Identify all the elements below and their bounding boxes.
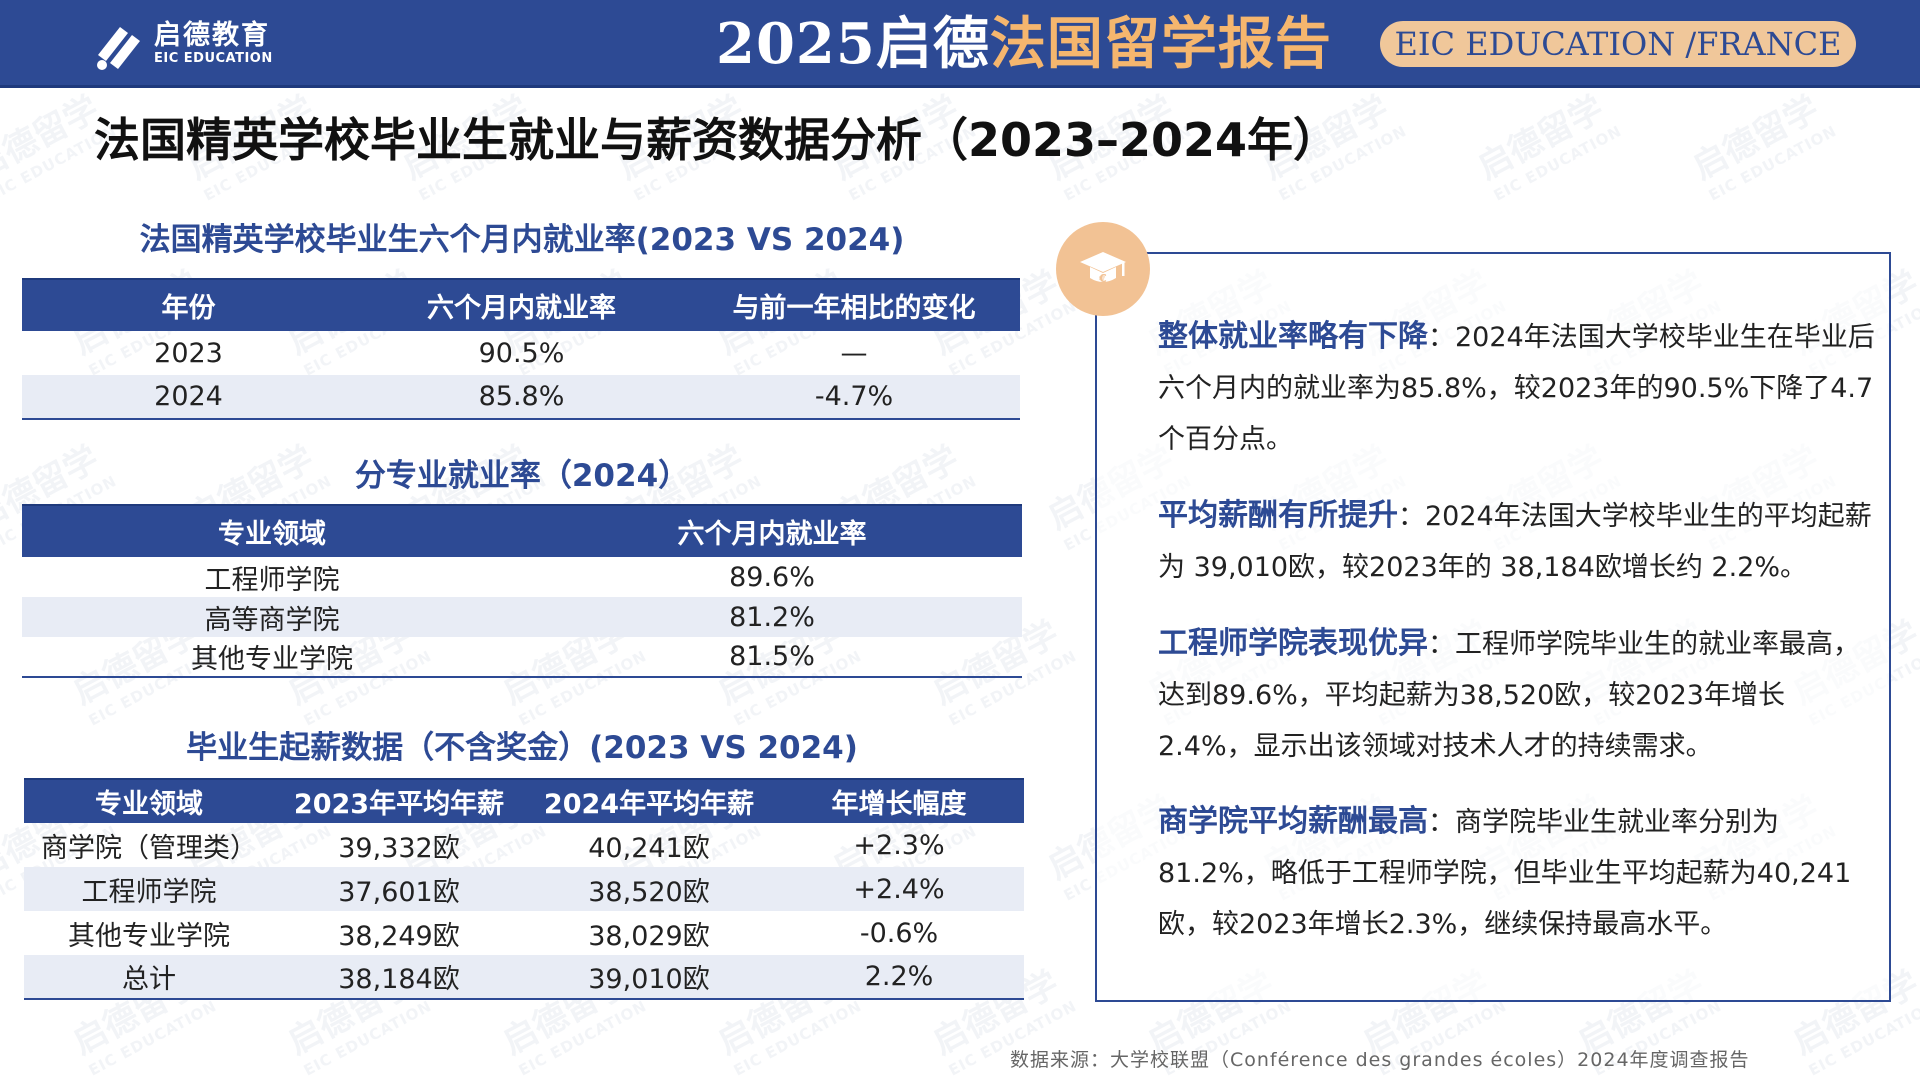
table-header: 年份 — [22, 278, 355, 331]
table-cell: 85.8% — [355, 375, 688, 420]
header-title: 2025启德法国留学报告 — [716, 10, 1332, 78]
table-cell: 工程师学院 — [24, 867, 274, 911]
table-row: 总计 38,184欧 39,010欧 2.2% — [24, 955, 1024, 1000]
header-pill: EIC EDUCATION /FRANCE — [1380, 21, 1856, 67]
table-cell: +2.3% — [853, 829, 945, 861]
analysis-item-1: 整体就业率略有下降：2024年法国大学校毕业生在毕业后六个月内的就业率为85.8… — [1158, 311, 1878, 465]
analysis-text: ：商学院毕业生就业率分别为81.2%，略低于工程师学院，但毕业生平均起薪为40,… — [1158, 807, 1852, 940]
table-cell: 37,601欧 — [274, 867, 524, 911]
table-cell: 90.5% — [478, 337, 565, 369]
analysis-card — [1095, 252, 1891, 1002]
analysis-text: ：2024年法国大学校毕业生在毕业后六个月内的就业率为85.8%，较2023年的… — [1158, 322, 1875, 455]
table-row: 工程师学院 89.6% — [22, 557, 1022, 597]
table-header: 专业领域 — [22, 504, 522, 557]
table-header: 2024年平均年薪 — [524, 778, 774, 823]
table-cell: 81.2% — [522, 597, 1022, 637]
table-header: 六个月内就业率 — [355, 278, 688, 331]
table-cell: 38,249欧 — [338, 920, 460, 952]
table-cell: 高等商学院 — [22, 597, 522, 637]
table-header: 专业领域 — [24, 778, 274, 823]
salary-table: 专业领域 2023年平均年薪 2024年平均年薪 年增长幅度 商学院（管理类） … — [24, 778, 1024, 1000]
analysis-heading: 平均薪酬有所提升 — [1158, 498, 1398, 533]
table-cell: 81.5% — [522, 637, 1022, 678]
eic-logo-icon — [90, 15, 148, 73]
table-cell: 39,332欧 — [338, 832, 460, 864]
table-cell: -4.7% — [688, 375, 1020, 420]
page-title: 法国精英学校毕业生就业与薪资数据分析（2023–2024年） — [94, 113, 1340, 167]
header-bar: 启德教育 EIC EDUCATION 2025启德法国留学报告 EIC EDUC… — [0, 0, 1920, 88]
table-cell: 其他专业学院 — [68, 920, 230, 952]
table-header: 与前一年相比的变化 — [688, 278, 1020, 331]
header-title-part1: 2025启德 — [716, 11, 990, 77]
table-row: 工程师学院 37,601欧 38,520欧 +2.4% — [24, 867, 1024, 911]
table-cell: 89.6% — [729, 561, 815, 593]
table-cell: 38,184欧 — [274, 955, 524, 1000]
analysis-item-3: 工程师学院表现优异：工程师学院毕业生的就业率最高，达到89.6%，平均起薪为38… — [1158, 618, 1878, 772]
table3-title: 毕业生起薪数据（不含奖金）(2023 VS 2024) — [186, 730, 858, 766]
logo: 启德教育 EIC EDUCATION — [90, 14, 273, 74]
header-title-part2: 法国留学报告 — [989, 11, 1332, 77]
table-cell: 2.2% — [774, 955, 1024, 1000]
table-cell: 2024 — [22, 375, 355, 420]
table-row: 2024 85.8% -4.7% — [22, 375, 1020, 420]
analysis-text: ：工程师学院毕业生的就业率最高，达到89.6%，平均起薪为38,520欧，较20… — [1158, 629, 1860, 762]
table-cell: +2.4% — [774, 867, 1024, 911]
table-cell: 工程师学院 — [204, 564, 340, 596]
analysis-text: ：2024年法国大学校毕业生的平均起薪为 39,010欧，较2023年的 38,… — [1158, 501, 1872, 583]
table-cell: — — [840, 337, 868, 369]
table-header: 2023年平均年薪 — [274, 778, 524, 823]
table-cell: 38,520欧 — [524, 867, 774, 911]
major-employment-table: 专业领域 六个月内就业率 工程师学院 89.6% 高等商学院 81.2% 其他专… — [22, 504, 1022, 678]
analysis-item-2: 平均薪酬有所提升：2024年法国大学校毕业生的平均起薪为 39,010欧，较20… — [1158, 490, 1878, 593]
graduation-cap-icon: € — [1056, 222, 1150, 316]
table1-title: 法国精英学校毕业生六个月内就业率(2023 VS 2024) — [139, 222, 905, 258]
analysis-heading: 商学院平均薪酬最高 — [1158, 804, 1428, 839]
table-cell: 38,029欧 — [588, 920, 710, 952]
table-header: 年增长幅度 — [774, 778, 1024, 823]
table-cell: 2023 — [154, 337, 223, 369]
table-cell: 39,010欧 — [524, 955, 774, 1000]
employment-rate-table: 年份 六个月内就业率 与前一年相比的变化 2023 90.5% — 2024 8… — [22, 278, 1020, 420]
logo-en-text: EIC EDUCATION — [154, 51, 273, 66]
logo-cn-text: 启德教育 — [154, 20, 270, 51]
svg-text:€: € — [1098, 272, 1107, 285]
table-cell: 40,241欧 — [588, 832, 710, 864]
table-cell: 总计 — [24, 955, 274, 1000]
analysis-heading: 工程师学院表现优异 — [1158, 626, 1428, 661]
analysis-heading: 整体就业率略有下降 — [1158, 319, 1428, 354]
table-row: 其他专业学院 81.5% — [22, 637, 1022, 678]
table-cell: 商学院（管理类） — [41, 832, 257, 864]
source-note: 数据来源：大学校联盟（Conférence des grandes écoles… — [1010, 1049, 1750, 1071]
table-row: 其他专业学院 38,249欧 38,029欧 -0.6% — [24, 911, 1024, 955]
table-cell: -0.6% — [859, 917, 939, 949]
analysis-item-4: 商学院平均薪酬最高：商学院毕业生就业率分别为81.2%，略低于工程师学院，但毕业… — [1158, 796, 1878, 950]
table-header: 六个月内就业率 — [522, 504, 1022, 557]
table-row: 高等商学院 81.2% — [22, 597, 1022, 637]
table-row: 商学院（管理类） 39,332欧 40,241欧 +2.3% — [24, 823, 1024, 867]
table2-title: 分专业就业率（2024） — [354, 458, 690, 494]
table-cell: 其他专业学院 — [22, 637, 522, 678]
table-row: 2023 90.5% — — [22, 331, 1020, 375]
